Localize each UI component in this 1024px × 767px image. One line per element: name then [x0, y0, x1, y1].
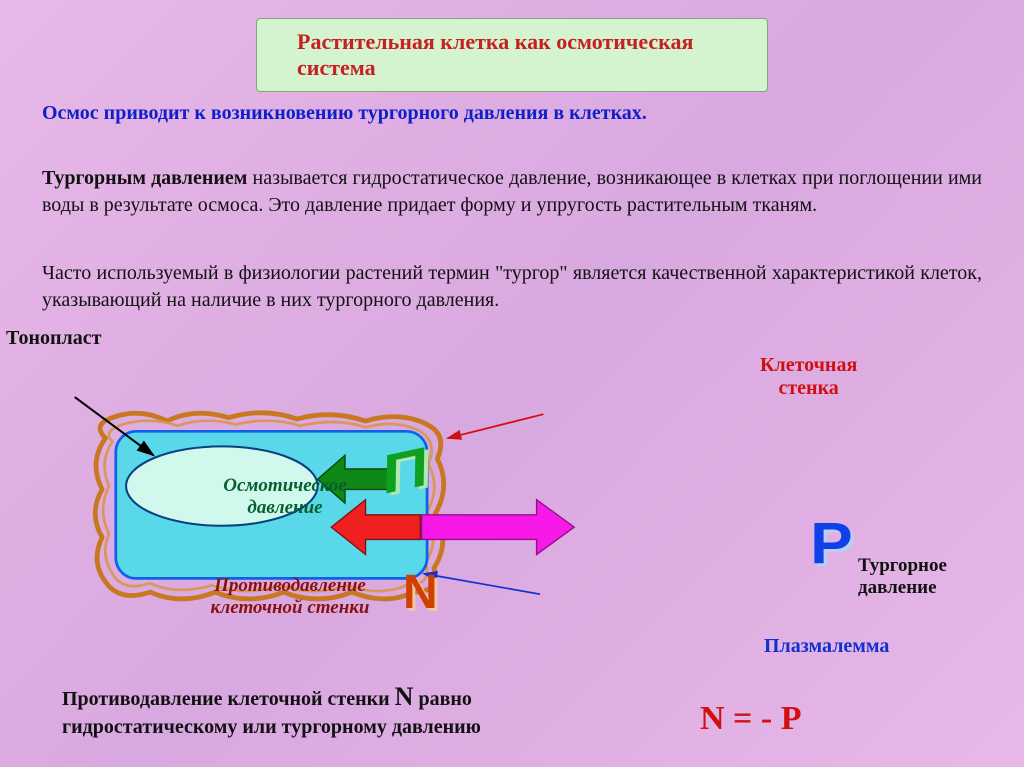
page-title: Растительная клетка как осмотическая сис…	[297, 29, 693, 80]
symbol-p: P	[810, 510, 853, 577]
label-cell-wall: Клеточная стенка	[760, 354, 857, 400]
cellwall-pointer-icon	[448, 414, 544, 438]
definition-term: Тургорным давлением	[42, 167, 247, 189]
symbol-n: N	[403, 565, 438, 620]
label-plasmalemma: Плазмалемма	[764, 635, 889, 658]
label-osmotic-pressure: Осмотическое давление	[205, 475, 365, 519]
title-box: Растительная клетка как осмотическая сис…	[256, 18, 768, 92]
label-counter-pressure: Противодавление клеточной стенки	[190, 575, 390, 619]
bottom-note: Противодавление клеточной стенки N равно…	[62, 680, 582, 740]
plasmalemma-pointer-icon	[424, 574, 540, 595]
definition-paragraph: Тургорным давлением называется гидростат…	[42, 165, 982, 219]
label-tonoplast: Тонопласт	[6, 327, 101, 350]
intro-paragraph: Осмос приводит к возникновению тургорног…	[42, 100, 982, 127]
tonoplast-pointer-icon	[75, 397, 154, 455]
intro-highlight: Осмос приводит к возникновению тургорног…	[42, 102, 647, 124]
formula: N = - P	[700, 700, 802, 738]
note-paragraph: Часто используемый в физиологии растений…	[42, 260, 982, 314]
label-turgor-pressure: Тургорное давление	[858, 555, 947, 599]
symbol-pi: П	[385, 440, 424, 502]
